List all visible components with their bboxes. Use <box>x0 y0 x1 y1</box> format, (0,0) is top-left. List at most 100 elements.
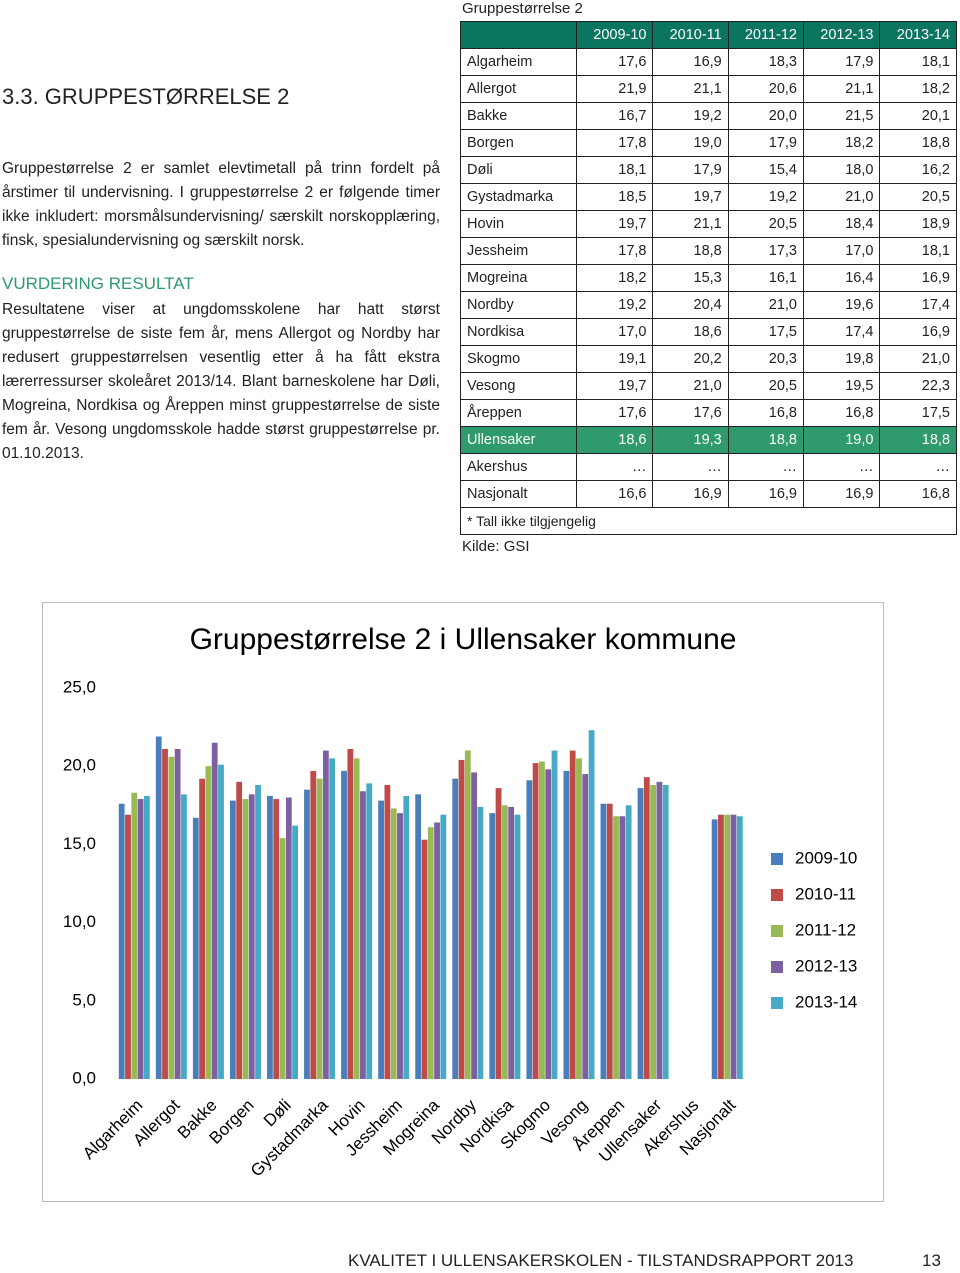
value-cell: 20,5 <box>879 183 957 211</box>
bar <box>353 758 360 1079</box>
value-cell: 17,3 <box>727 237 804 265</box>
bar <box>650 784 657 1079</box>
value-cell: 19,0 <box>802 426 881 454</box>
value-cell: 18,1 <box>575 156 654 184</box>
bar <box>229 800 236 1079</box>
value-cell: … <box>575 453 654 481</box>
bar <box>248 794 255 1079</box>
bar <box>279 838 286 1079</box>
bar <box>322 750 329 1079</box>
value-cell: 17,4 <box>802 318 881 346</box>
bar <box>656 781 663 1079</box>
bar <box>285 797 292 1079</box>
table-row: Bakke 16,7 19,2 20,0 21,5 20,1 <box>460 102 957 130</box>
value-cell: 16,4 <box>802 264 881 292</box>
bar <box>471 772 478 1079</box>
header-cell: 2009-10 <box>575 21 654 49</box>
table-source: Kilde: GSI <box>462 538 530 555</box>
value-cell: 16,1 <box>727 264 804 292</box>
bar <box>434 822 440 1079</box>
bar <box>242 799 249 1079</box>
value-cell: 18,8 <box>879 426 957 454</box>
table-row: Akershus…………… <box>460 453 957 481</box>
bar <box>477 806 484 1079</box>
value-cell: 16,9 <box>727 480 804 508</box>
bar <box>267 795 273 1079</box>
header-cell: 2010-11 <box>652 21 729 49</box>
table-row: Nordkisa 17,0 18,6 17,5 17,4 16,9 <box>460 318 957 346</box>
bar <box>625 805 632 1079</box>
bar <box>397 813 403 1079</box>
bar <box>155 736 162 1079</box>
value-cell: 18,5 <box>575 183 654 211</box>
bar <box>662 784 669 1079</box>
bar <box>489 813 496 1079</box>
body-text: Resultatene viser at ungdomsskolene har … <box>2 301 440 462</box>
bar <box>329 758 336 1079</box>
y-tick-label: 5,0 <box>72 990 96 1009</box>
bar <box>192 817 199 1079</box>
value-cell: … <box>879 453 957 481</box>
table-row: Algarheim 17,6 16,9 18,3 17,9 18,1 <box>460 48 957 76</box>
value-cell: 19,7 <box>575 210 654 238</box>
value-cell: 17,0 <box>802 237 881 265</box>
value-cell: 16,2 <box>879 156 957 184</box>
legend-label: 2012-13 <box>795 956 857 975</box>
header-row: 2009-10 2010-11 2011-12 2012-13 2013-14 <box>460 21 957 49</box>
value-cell: 20,6 <box>727 75 804 103</box>
value-cell: 18,8 <box>727 426 804 454</box>
bar <box>174 748 181 1079</box>
value-cell: 20,5 <box>727 210 804 238</box>
value-cell: 16,7 <box>575 102 654 130</box>
value-cell: 19,7 <box>652 183 729 211</box>
bar <box>619 816 626 1079</box>
bar <box>390 808 397 1079</box>
value-cell: 17,4 <box>879 291 957 319</box>
legend-swatch <box>771 889 783 901</box>
name-cell: Åreppen <box>460 399 577 427</box>
table-row: Nordby 19,2 20,4 21,0 19,6 17,4 <box>460 291 957 319</box>
bar <box>637 788 644 1079</box>
value-cell: 18,3 <box>727 48 804 76</box>
bar <box>458 759 465 1079</box>
value-cell: 19,2 <box>575 291 654 319</box>
bar <box>551 750 558 1079</box>
value-cell: 19,8 <box>802 345 881 373</box>
chart-title: Gruppestørrelse 2 i Ullensaker kommune <box>190 623 737 656</box>
value-cell: 16,9 <box>802 480 881 508</box>
section-heading: 3.3. GRUPPESTØRRELSE 2 <box>2 84 290 109</box>
name-cell: Vesong <box>460 372 577 400</box>
name-cell: Hovin <box>460 210 577 238</box>
header-cell <box>460 21 577 49</box>
bar <box>545 769 552 1079</box>
bar <box>378 800 384 1079</box>
y-tick-label: 10,0 <box>63 912 96 931</box>
data-table: 2009-10 2010-11 2011-12 2012-13 2013-14 Algar… <box>460 21 957 535</box>
bar <box>718 814 724 1079</box>
bar <box>403 795 410 1079</box>
value-cell: 20,1 <box>879 102 957 130</box>
table-caption: Gruppestørrelse 2 <box>462 0 583 17</box>
bar <box>711 819 718 1079</box>
bar <box>316 778 323 1079</box>
bar <box>576 758 582 1079</box>
value-cell: 17,9 <box>802 48 881 76</box>
value-cell: 17,5 <box>879 399 957 427</box>
bar <box>600 803 607 1079</box>
bar <box>118 803 125 1079</box>
value-cell: 19,7 <box>575 372 654 400</box>
value-cell: 17,5 <box>727 318 804 346</box>
value-cell: 16,9 <box>879 318 957 346</box>
bar <box>724 814 731 1079</box>
y-tick-label: 0,0 <box>72 1068 96 1087</box>
value-cell: 21,0 <box>802 183 881 211</box>
value-cell: 16,9 <box>652 48 729 76</box>
bar <box>495 788 502 1079</box>
value-cell: … <box>652 453 729 481</box>
value-cell: … <box>727 453 804 481</box>
table-row: Skogmo 19,1 20,2 20,3 19,8 21,0 <box>460 345 957 373</box>
value-cell: 15,3 <box>652 264 729 292</box>
bar <box>366 783 373 1079</box>
value-cell: 16,8 <box>802 399 881 427</box>
intro-text: Gruppestørrelse 2 er samlet elevtimetall… <box>2 160 440 249</box>
